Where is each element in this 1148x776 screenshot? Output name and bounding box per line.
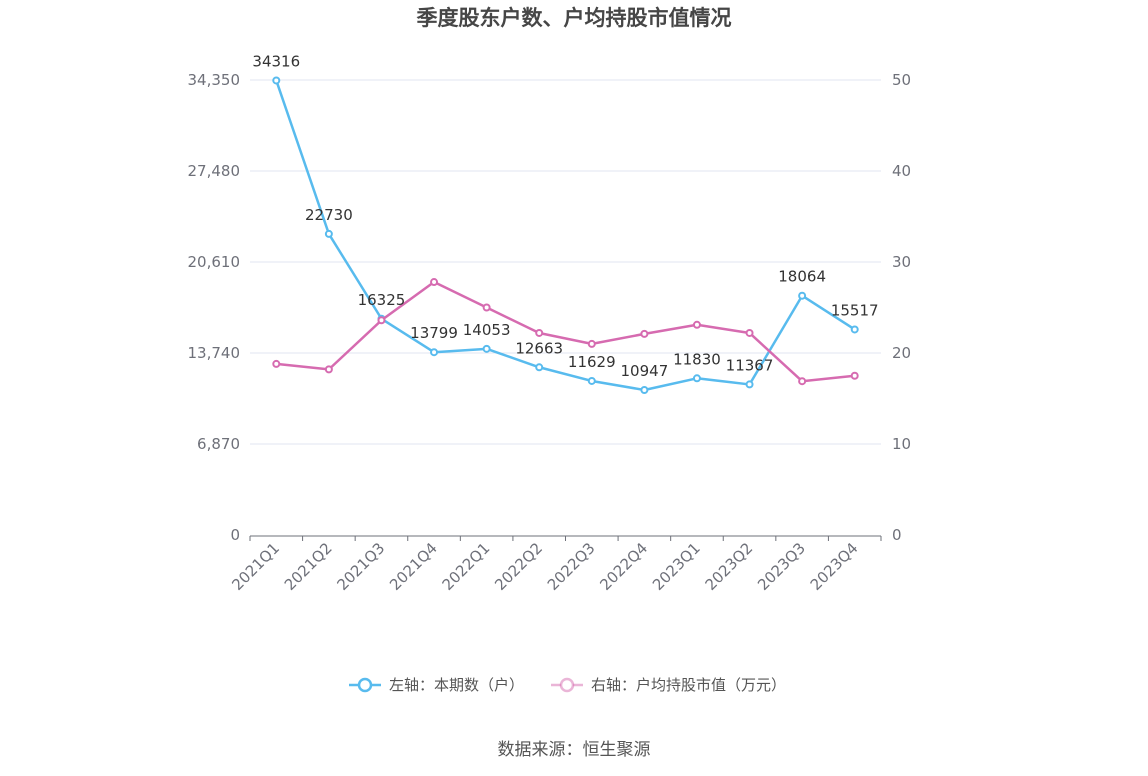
data-point[interactable] xyxy=(587,339,596,348)
data-label: 13799 xyxy=(410,324,458,342)
series xyxy=(272,76,859,394)
y-right-tick-label: 30 xyxy=(892,253,911,271)
data-point[interactable] xyxy=(324,365,333,374)
data-point[interactable] xyxy=(745,380,754,389)
grid xyxy=(250,79,881,445)
data-label: 11629 xyxy=(568,353,616,371)
data-point[interactable] xyxy=(482,344,491,353)
data-point[interactable] xyxy=(587,376,596,385)
data-point[interactable] xyxy=(430,348,439,357)
series-line xyxy=(275,80,856,392)
x-tick-label: 2023Q1 xyxy=(649,539,704,594)
data-point[interactable] xyxy=(798,291,807,300)
x-tick-label: 2021Q2 xyxy=(281,539,336,594)
data-point[interactable] xyxy=(692,320,701,329)
data-point[interactable] xyxy=(640,329,649,338)
legend-label-right-axis: 右轴：户均持股市值（万元） xyxy=(591,676,786,694)
legend-circle-icon xyxy=(559,677,575,693)
data-point[interactable] xyxy=(745,328,754,337)
x-tick-label: 2022Q1 xyxy=(439,539,494,594)
chart-title: 季度股东户数、户均持股市值情况 xyxy=(417,6,732,30)
data-point[interactable] xyxy=(692,374,701,383)
data-point[interactable] xyxy=(272,359,281,368)
series-line xyxy=(276,280,855,383)
data-point[interactable] xyxy=(850,371,859,380)
data-label: 34316 xyxy=(252,52,300,70)
legend: 左轴：本期数（户） 右轴：户均持股市值（万元） xyxy=(349,676,786,694)
series-1 xyxy=(272,76,859,394)
data-point[interactable] xyxy=(430,278,439,287)
data-label: 11367 xyxy=(726,356,774,374)
x-tick-label: 2021Q3 xyxy=(333,539,388,594)
legend-item-right-axis[interactable]: 右轴：户均持股市值（万元） xyxy=(551,676,786,694)
x-tick-label: 2022Q2 xyxy=(491,539,546,594)
data-label: 18064 xyxy=(778,268,826,286)
series-2 xyxy=(272,278,859,386)
x-tick-label: 2023Q3 xyxy=(754,539,809,594)
x-tick-label: 2023Q2 xyxy=(702,539,757,594)
data-point[interactable] xyxy=(324,229,333,238)
data-point[interactable] xyxy=(535,328,544,337)
y-left-tick-label: 20,610 xyxy=(188,253,241,271)
data-label: 10947 xyxy=(621,362,669,380)
data-source: 数据来源：恒生聚源 xyxy=(498,740,651,760)
y-right-tick-label: 50 xyxy=(892,71,911,89)
y-right-tick-label: 0 xyxy=(892,526,902,544)
data-label: 12663 xyxy=(515,339,563,357)
data-point[interactable] xyxy=(272,76,281,85)
y-left-tick-label: 13,740 xyxy=(188,344,241,362)
x-tick-label: 2023Q4 xyxy=(807,539,862,594)
data-point[interactable] xyxy=(377,316,386,325)
y-left-tick-label: 27,480 xyxy=(188,162,241,180)
data-point[interactable] xyxy=(640,385,649,394)
legend-item-left-axis[interactable]: 左轴：本期数（户） xyxy=(349,676,524,694)
data-label: 22730 xyxy=(305,206,353,224)
y-right-tick-label: 20 xyxy=(892,344,911,362)
y-right-tick-label: 40 xyxy=(892,162,911,180)
data-label: 15517 xyxy=(831,301,879,319)
y-right-tick-label: 10 xyxy=(892,435,911,453)
data-point[interactable] xyxy=(798,377,807,386)
x-tick-label: 2021Q1 xyxy=(228,539,283,594)
y-left-tick-label: 6,870 xyxy=(197,435,240,453)
data-point[interactable] xyxy=(482,303,491,312)
y-left-tick-label: 34,350 xyxy=(188,71,241,89)
data-label: 16325 xyxy=(358,291,406,309)
legend-label-left-axis: 左轴：本期数（户） xyxy=(389,676,524,694)
data-label: 11830 xyxy=(673,350,721,368)
x-tick-label: 2021Q4 xyxy=(386,539,441,594)
legend-circle-icon xyxy=(357,677,373,693)
y-left-tick-label: 0 xyxy=(230,526,240,544)
x-tick-label: 2022Q3 xyxy=(544,539,599,594)
data-label: 14053 xyxy=(463,321,511,339)
data-point[interactable] xyxy=(535,363,544,372)
data-point[interactable] xyxy=(850,325,859,334)
axes: 0 6,870 13,740 20,610 27,480 34,350 0 10 20 30 40 5… xyxy=(188,71,912,594)
x-tick-label: 2022Q4 xyxy=(596,539,651,594)
